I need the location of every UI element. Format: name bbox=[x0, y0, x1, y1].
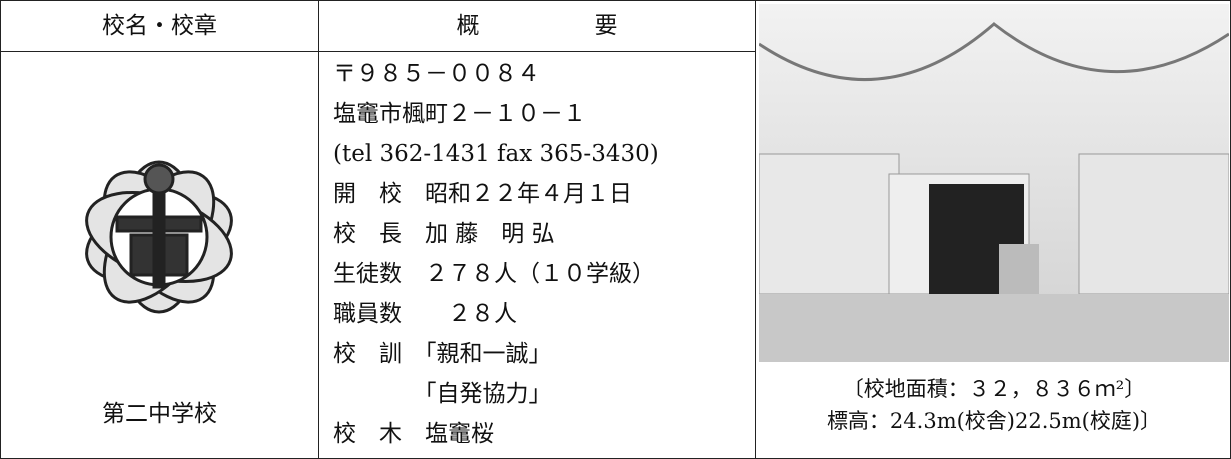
photo-caption: 〔校地面積：３２，８３６ｍ²〕 bbox=[842, 377, 1146, 401]
header-text: 校名・校章 bbox=[102, 13, 217, 39]
overview-line: 開 校 昭和２２年４月１日 bbox=[333, 181, 632, 207]
emblem-cell: 第二中学校 bbox=[0, 51, 319, 459]
school-name: 第二中学校 bbox=[102, 401, 217, 427]
overview-line: 〒９８５－００８４ bbox=[333, 61, 540, 87]
header-cell: 概 要 bbox=[318, 0, 756, 52]
school-emblem bbox=[85, 160, 233, 314]
overview-line: 塩竈市楓町２－１０－１ bbox=[333, 101, 586, 127]
overview-line: 生徒数 ２７８人（１０学級） bbox=[333, 261, 655, 287]
overview-line: 校 長 加 藤 明 弘 bbox=[333, 221, 555, 247]
school-photo bbox=[759, 4, 1229, 362]
overview-line: 「自発協力」 bbox=[333, 381, 552, 407]
header-cell: 校名・校章 bbox=[0, 0, 319, 52]
overview-line: (tel 362-1431 fax 365-3430) bbox=[333, 141, 659, 167]
overview-cell: 〒９８５－００８４ 塩竈市楓町２－１０－１ (tel 362-1431 fax 36… bbox=[318, 51, 756, 459]
overview-line: 校 訓 「親和一誠」 bbox=[333, 341, 552, 367]
header-text: 概 要 bbox=[456, 13, 618, 39]
overview-line: 職員数 ２８人 bbox=[333, 301, 517, 327]
overview-line: 校 木 塩竈桜 bbox=[333, 421, 494, 447]
photo-caption: 標高：24.3m(校舎)22.5m(校庭)〕 bbox=[826, 409, 1162, 433]
photo-cell: 〔校地面積：３２，８３６ｍ²〕 標高：24.3m(校舎)22.5m(校庭)〕 bbox=[755, 0, 1231, 459]
